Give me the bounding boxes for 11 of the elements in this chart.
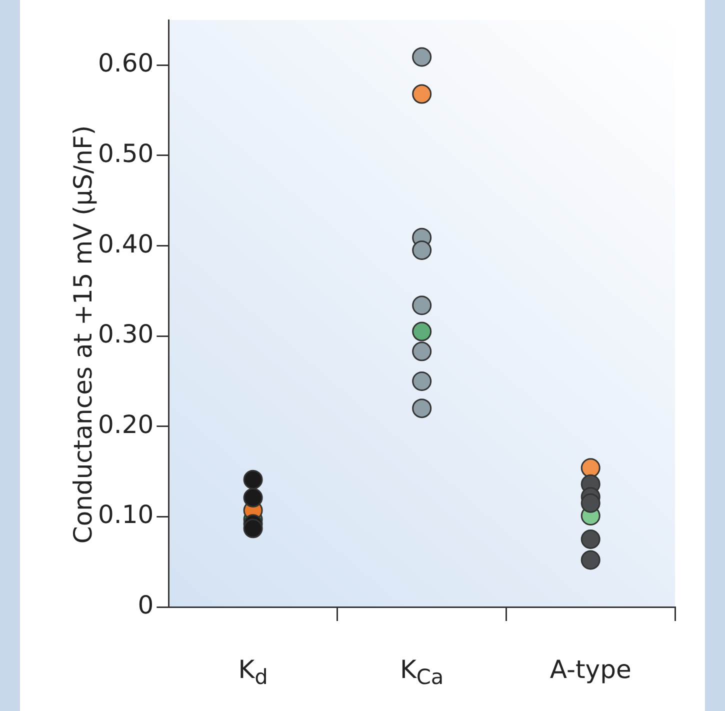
y-tick-label: 0 xyxy=(138,590,154,620)
x-tick-label: K$_{Ca}$ xyxy=(400,655,444,689)
y-tick-label: 0.30 xyxy=(98,320,154,349)
y-axis-title: Conductances at +15 mV (μS/nF) xyxy=(68,124,98,546)
x-tick-label: A-type xyxy=(550,655,632,684)
y-tick-label: 0.60 xyxy=(98,48,154,78)
x-tick-label: K$_{d}$ xyxy=(238,655,268,689)
y-tick-label: 0.50 xyxy=(98,138,154,168)
y-tick-label: 0.10 xyxy=(98,500,154,530)
y-tick-label: 0.20 xyxy=(98,410,154,439)
y-tick-label: 0.40 xyxy=(98,229,154,258)
